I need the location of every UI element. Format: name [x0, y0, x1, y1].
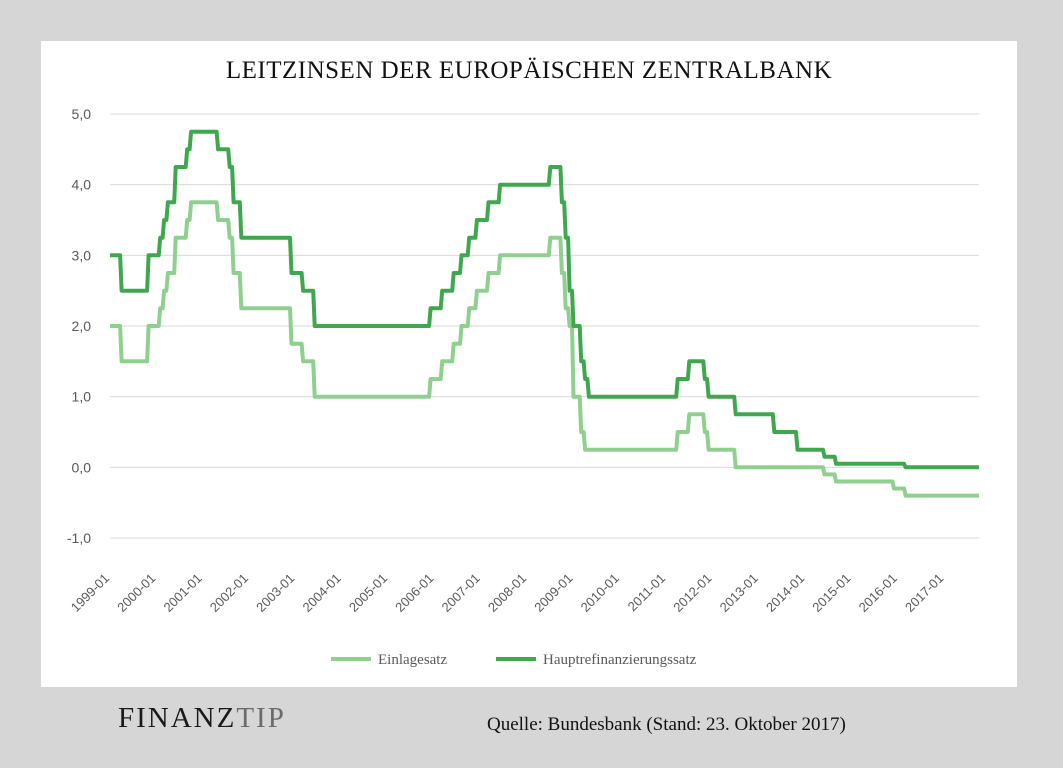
source-note: Quelle: Bundesbank (Stand: 23. Oktober 2… [487, 714, 846, 735]
logo-part-finanz: FINANZ [118, 702, 237, 734]
x-tick-label: 2008-01 [485, 571, 529, 615]
x-tick-label: 2010-01 [578, 571, 622, 615]
x-tick-label: 2001-01 [160, 571, 204, 615]
x-tick-label: 2013-01 [717, 571, 761, 615]
legend: Einlagesatz Hauptrefinanzierungssatz [331, 652, 697, 668]
x-axis-ticks: 1999-01 2000-01 2001-01 2002-01 2003-01 2004-… [68, 571, 947, 615]
legend-label: Einlagesatz [378, 652, 447, 668]
x-tick-label: 2005-01 [346, 571, 390, 615]
gridlines [110, 113, 979, 539]
x-tick-label: 2006-01 [392, 571, 436, 615]
x-tick-label: 2004-01 [300, 571, 344, 615]
y-tick-label: 4,0 [72, 177, 92, 193]
series-line-hauptrefinanzierungssatz [110, 129, 980, 470]
x-tick-label: 1999-01 [68, 571, 112, 615]
x-tick-label: 2002-01 [207, 571, 251, 615]
y-tick-label: 2,0 [72, 318, 92, 334]
x-tick-label: 2012-01 [670, 571, 714, 615]
x-tick-label: 2017-01 [902, 571, 946, 615]
chart-title: LEITZINSEN DER EUROPÄISCHEN ZENTRALBANK [225, 57, 833, 84]
y-tick-label: 0,0 [72, 459, 92, 475]
x-tick-label: 2015-01 [809, 571, 853, 615]
series-lines [110, 129, 980, 498]
y-tick-label: -1,0 [67, 530, 91, 546]
y-tick-label: 5,0 [72, 106, 92, 122]
logo-part-tip: TIP [236, 702, 286, 734]
y-tick-label: 3,0 [72, 247, 92, 263]
y-tick-label: 1,0 [72, 389, 92, 405]
series-line-einlagesatz [110, 200, 980, 498]
x-tick-label: 2007-01 [439, 571, 483, 615]
y-axis-ticks: 5,0 4,0 3,0 2,0 1,0 0,0 -1,0 [67, 106, 91, 546]
x-tick-label: 2000-01 [114, 571, 158, 615]
x-tick-label: 2009-01 [531, 571, 575, 615]
line-chart: 5,04,03,02,01,00,0-1,0 1999-01 2000-01 200… [67, 106, 980, 668]
chart-panel: LEITZINSEN DER EUROPÄISCHEN ZENTRALBANK … [41, 41, 1017, 687]
x-tick-label: 2011-01 [625, 571, 669, 615]
x-tick-label: 2016-01 [856, 571, 900, 615]
finanztip-logo: FINANZTIP [118, 702, 286, 735]
legend-label: Hauptrefinanzierungssatz [543, 652, 697, 668]
x-tick-label: 2014-01 [763, 571, 807, 615]
x-tick-label: 2003-01 [253, 571, 297, 615]
